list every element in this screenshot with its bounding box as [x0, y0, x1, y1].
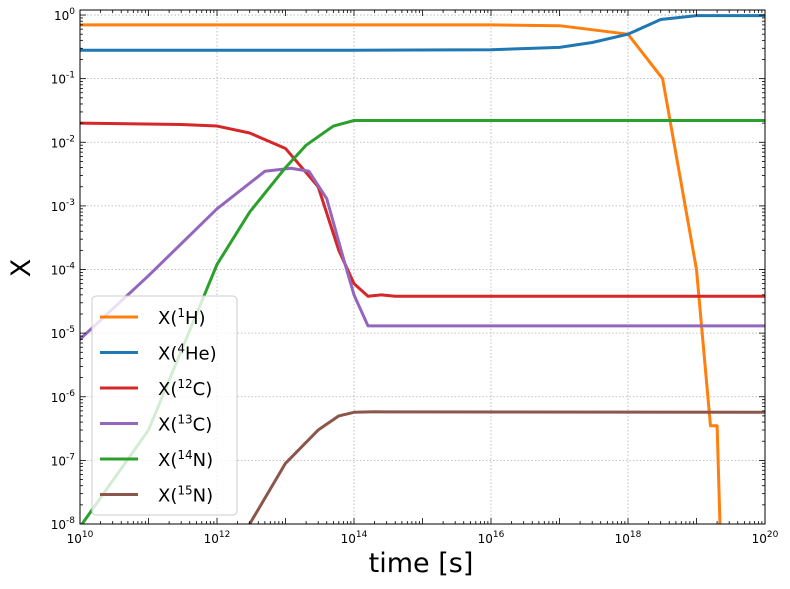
axes: 1010 1012 1014 1016 1018 1020 10-8 10-7 10-6 10-5… — [51, 7, 779, 546]
series-line — [248, 410, 765, 524]
legend-entry: X(1H) — [158, 306, 206, 329]
x-tick-label: 1020 — [752, 530, 779, 546]
series-line — [80, 23, 722, 524]
legend-entry: X(15N) — [158, 484, 213, 507]
legend-entry: X(4He) — [158, 342, 217, 365]
y-tick-label: 10-1 — [51, 71, 75, 87]
y-tick-label: 10-2 — [51, 134, 75, 150]
legend: X(1H) X(4He) X(12C) X(13C) X(14N) X(15N) — [91, 295, 238, 516]
y-tick-label: 10-3 — [51, 198, 75, 214]
y-tick-label: 10-4 — [51, 262, 76, 278]
x-tick-label: 1016 — [478, 530, 505, 546]
series-line — [80, 121, 765, 298]
x-tick-label: 1018 — [615, 530, 642, 546]
x-axis-label: time [s] — [369, 548, 474, 579]
y-tick-label: 10-6 — [51, 389, 76, 405]
x-tick-label: 1014 — [341, 530, 368, 546]
x-tick-label: 1012 — [204, 530, 231, 546]
y-tick-label: 10-8 — [51, 516, 76, 532]
x-tick-label: 1010 — [67, 530, 94, 546]
y-tick-label: 10-7 — [51, 452, 75, 468]
legend-entry: X(13C) — [158, 413, 212, 436]
series-line — [80, 166, 765, 341]
legend-entry: X(12C) — [158, 377, 212, 400]
y-tick-label: 10-5 — [51, 325, 75, 341]
legend-entry: X(14N) — [158, 448, 213, 471]
series-line — [80, 14, 765, 52]
y-tick-label: 100 — [54, 7, 75, 23]
y-axis-label: X — [6, 259, 37, 278]
